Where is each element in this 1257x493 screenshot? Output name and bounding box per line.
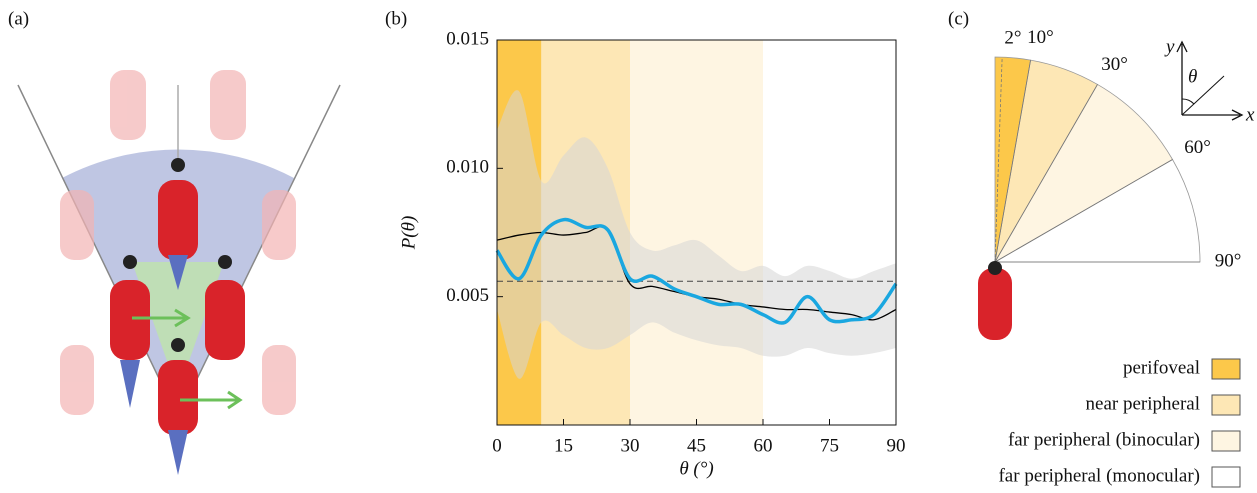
riders <box>110 180 245 435</box>
angle-line <box>994 159 1173 263</box>
faded-riders <box>60 70 296 415</box>
legend-label: far peripheral (binocular) <box>1008 429 1200 450</box>
view-line <box>17 84 179 419</box>
y-axis-label: P(θ) <box>398 216 419 251</box>
legend-swatch <box>1211 466 1241 488</box>
angle-label: 60° <box>1184 137 1211 158</box>
legend-label: near peripheral <box>1086 393 1200 414</box>
angle-line <box>994 60 1031 263</box>
angle-label: 30° <box>1101 54 1128 75</box>
view-line <box>177 84 341 419</box>
plot: 0.005 0.010 0.015 0 15 30 45 60 75 90 θ (°) P(θ) <box>398 28 905 479</box>
x-tick-label: 60 <box>754 435 773 456</box>
legend-label: far peripheral (monocular) <box>998 465 1200 486</box>
x-tick-label: 90 <box>887 435 906 456</box>
angle-diagram: y x θ 2° 10° 30° 60° 90° perifoveal near perip… <box>978 27 1255 488</box>
rider <box>978 268 1012 340</box>
y-tick-label: 0.015 <box>446 28 489 49</box>
angle-wedge <box>993 158 1201 263</box>
x-tick-label: 75 <box>820 435 839 456</box>
angle-label: 2° <box>1004 27 1021 48</box>
region <box>763 40 896 425</box>
angle-line <box>994 84 1098 263</box>
x-tick-label: 15 <box>554 435 573 456</box>
x-tick-label: 30 <box>621 435 640 456</box>
series-line <box>495 217 898 325</box>
panel-label: (c) <box>948 8 969 29</box>
axis-label: x <box>1245 104 1255 125</box>
panel-label: (b) <box>385 8 407 29</box>
legend-swatch <box>1211 394 1241 416</box>
x-axis-label: θ (°) <box>679 458 713 479</box>
x-tick-label: 45 <box>687 435 706 456</box>
angle-label: 10° <box>1027 27 1054 48</box>
binocular-zone <box>132 262 224 392</box>
x-tick-label: 0 <box>492 435 502 456</box>
region <box>630 40 763 425</box>
angle-line <box>994 57 1003 263</box>
angle-wedge <box>993 83 1174 264</box>
legend-swatch <box>1211 358 1241 380</box>
angle-label: 90° <box>1215 250 1242 271</box>
y-tick-label: 0.010 <box>446 157 489 178</box>
legend-label: perifoveal <box>1123 357 1200 378</box>
panel-label: (a) <box>8 8 29 29</box>
legend-swatch <box>1211 430 1241 452</box>
illustration <box>17 70 341 475</box>
y-tick-label: 0.005 <box>446 285 489 306</box>
rider-head <box>988 261 1002 275</box>
angle-ray <box>1181 75 1225 116</box>
angle-symbol: θ <box>1188 66 1197 87</box>
axis-label: y <box>1164 36 1175 57</box>
